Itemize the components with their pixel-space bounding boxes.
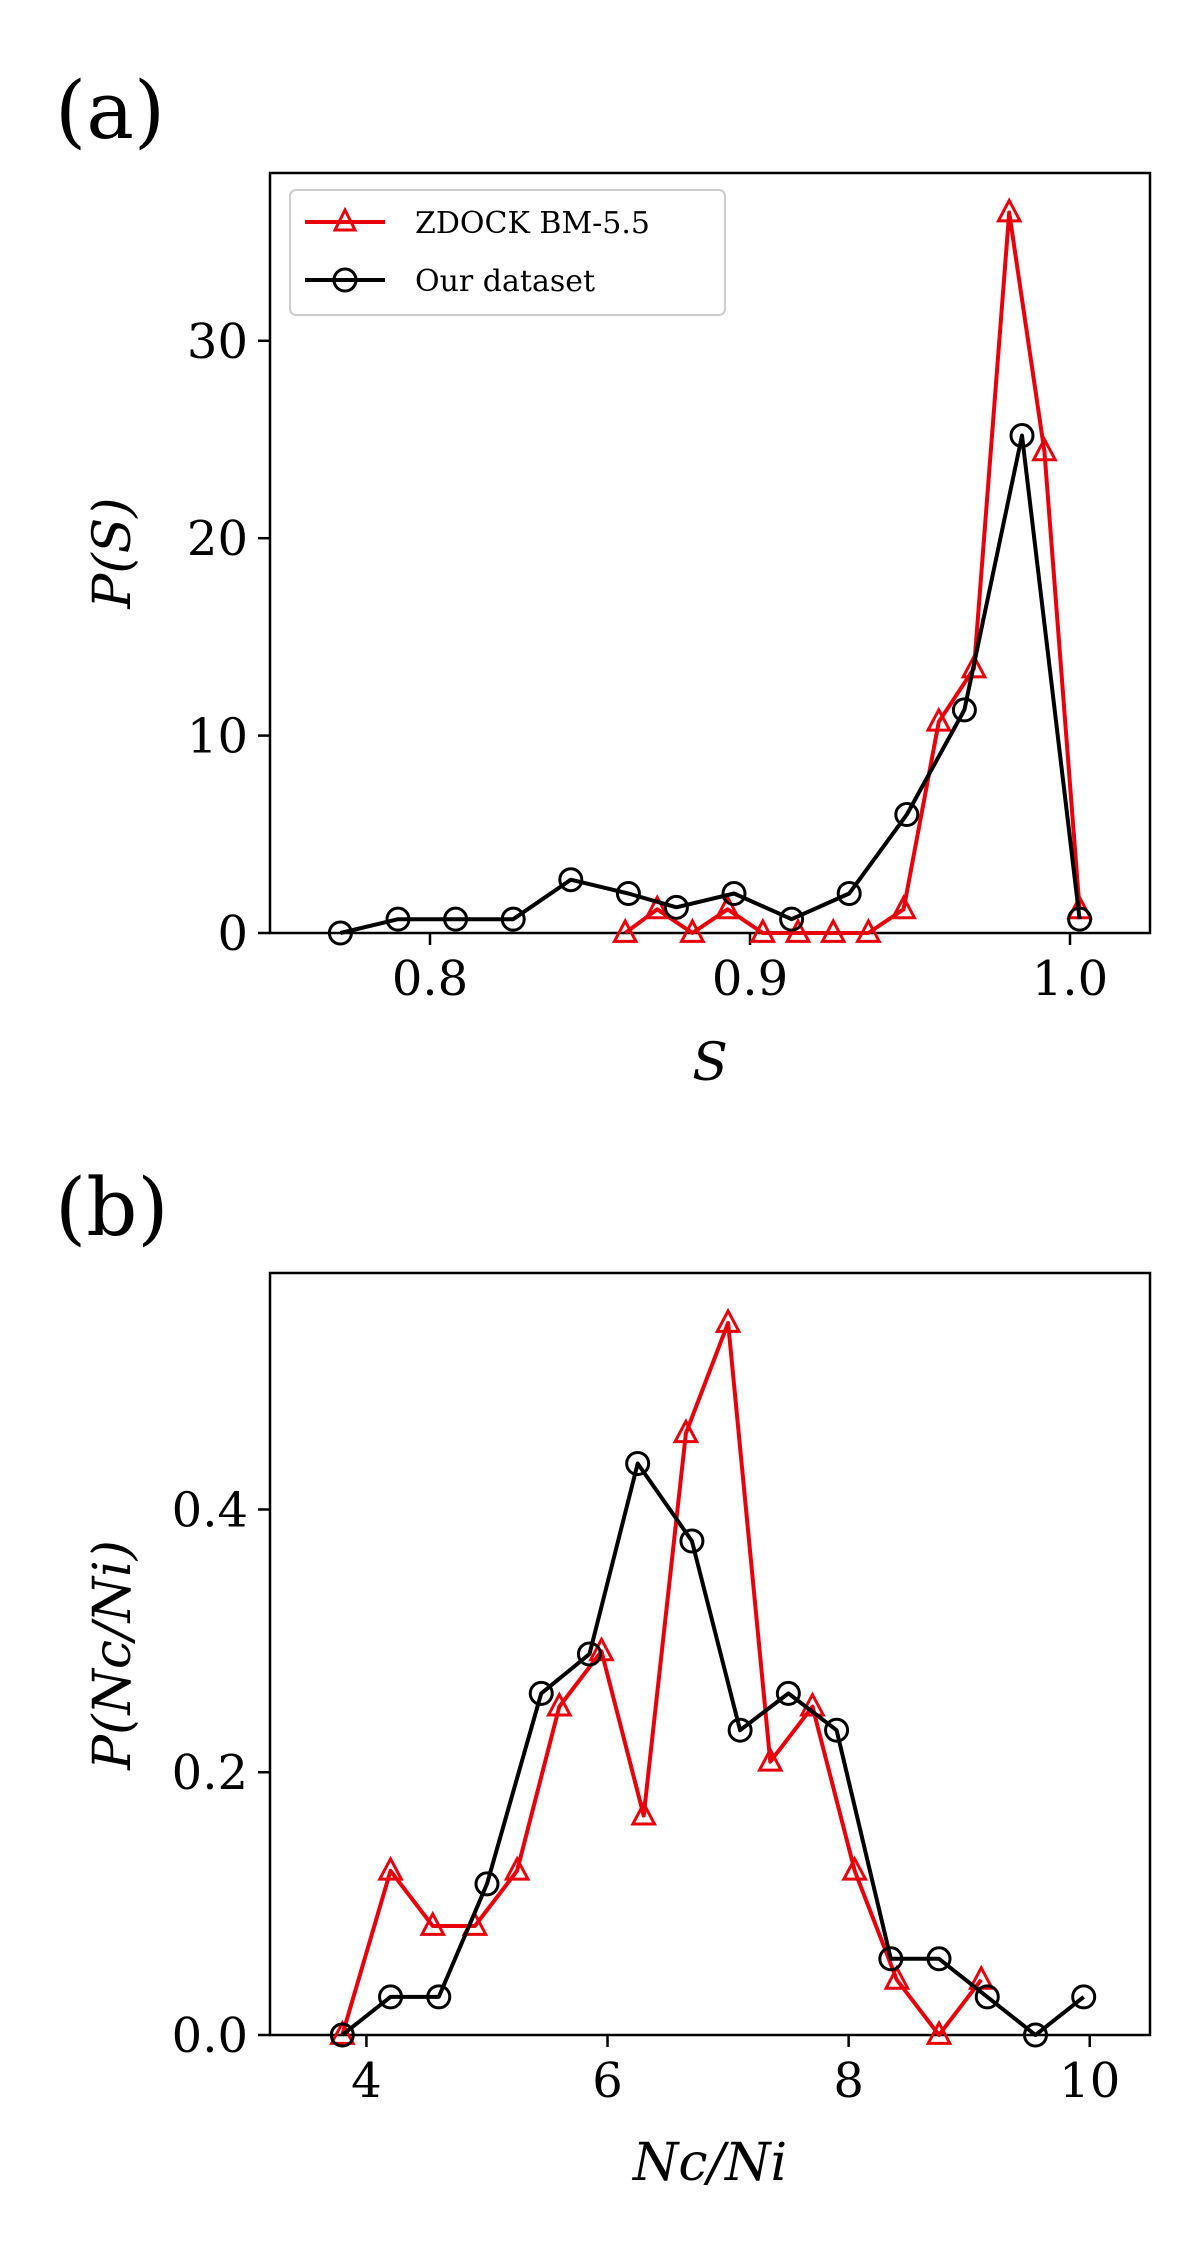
- panel-b-our-dataset-point: [679, 1528, 705, 1554]
- panel-a-legend: ZDOCK BM-5.5 Our dataset: [289, 189, 726, 316]
- panel-b-our-dataset-point: [926, 1946, 952, 1972]
- panel-a-zdock-point: [960, 653, 988, 679]
- panel-a-zdock-point: [819, 917, 847, 943]
- panel-a-our-dataset-point: [779, 906, 805, 932]
- panel-b-y-axis-label: P(Nc/Ni): [83, 1540, 143, 1771]
- panel-a-our-dataset-point: [1067, 906, 1093, 932]
- panel-a-zdock-point: [643, 894, 671, 920]
- panel-b-chart: (b) 4 6 8 10 0.0 0.2 0.4 Nc/Ni P(Nc/Ni): [55, 1161, 1152, 2193]
- panel-a-zdock-point: [611, 917, 639, 943]
- panel-b-x-axis-label-text: Nc/Ni: [631, 2133, 787, 2193]
- panel-b-series: [329, 1307, 1097, 2048]
- panel-a-our-dataset-point: [951, 697, 977, 723]
- panel-a-label: (a): [55, 64, 165, 157]
- legend-frame: [289, 189, 726, 316]
- panel-a-our-dataset-point: [615, 881, 641, 907]
- panel-a-our-dataset-point: [1009, 423, 1035, 449]
- panel-b-zdock-point: [883, 1964, 911, 1990]
- panel-a-axes-frame: [268, 171, 1152, 935]
- panel-b-zdock-point: [546, 1691, 573, 1717]
- panel-b-our-dataset-point: [878, 1946, 904, 1972]
- panel-b-zdock-point: [799, 1691, 826, 1717]
- panel-b-our-dataset-point: [1022, 2022, 1048, 2048]
- panel-a-x-tick-label: 0.8: [392, 951, 468, 1007]
- panel-b-zdock-point: [419, 1910, 447, 1936]
- panel-b-our-dataset-point: [426, 1984, 452, 2010]
- panel-b-zdock-point: [714, 1307, 742, 1333]
- panel-a-our-dataset-point: [836, 881, 862, 907]
- panel-b-x-tick-label: 10: [1059, 2053, 1120, 2109]
- panel-b-our-dataset-point: [329, 2022, 355, 2048]
- panel-a-y-tick-label: 0: [217, 906, 248, 962]
- panel-b-label: (b): [55, 1161, 169, 1254]
- panel-a-zdock-point: [714, 894, 741, 920]
- panel-a-our-dataset-line: [339, 433, 1082, 935]
- panel-b-y-tick-label: 0.4: [172, 1482, 248, 1538]
- panel-b-our-dataset-line: [341, 1461, 1085, 2037]
- panel-a-our-dataset-point: [500, 906, 526, 932]
- panel-b-zdock-point: [756, 1746, 784, 1772]
- panel-b-zdock-point: [630, 1800, 657, 1826]
- panel-b-x-tick-label: 6: [592, 2053, 623, 2109]
- panel-a-zdock-point: [925, 706, 953, 732]
- legend-our-dataset-label: Our dataset: [415, 264, 595, 299]
- panel-b-x-tick-label: 4: [351, 2053, 382, 2109]
- panel-b-axes-frame: [268, 1271, 1152, 2037]
- panel-b-zdock-point: [672, 1418, 700, 1444]
- panel-b-our-dataset-point: [974, 1984, 1000, 2010]
- panel-b-our-dataset-point: [474, 1871, 500, 1897]
- panel-a-our-dataset-point: [327, 920, 353, 946]
- panel-a-y-tick-label: 30: [187, 314, 248, 370]
- panel-b-y-tick-label: 0.0: [172, 2008, 248, 2064]
- panel-b-our-dataset-point: [824, 1717, 850, 1743]
- panel-b-our-dataset-point: [1071, 1984, 1097, 2010]
- panel-b-x-ticks: 4 6 8 10: [351, 2035, 1120, 2109]
- panel-b-zdock-point: [503, 1855, 531, 1881]
- panel-b-our-dataset-point: [576, 1641, 602, 1667]
- panel-a-y-ticks: 0 10 20 30: [187, 314, 270, 962]
- legend-zdock-triangle-marker: [332, 206, 358, 232]
- panel-a-zdock-point: [679, 917, 706, 943]
- panel-b-zdock-line: [340, 1320, 983, 2037]
- legend-zdock-label: ZDOCK BM-5.5: [415, 206, 650, 241]
- panel-a-y-axis-label: P(S): [83, 497, 143, 609]
- panel-a-zdock-point: [890, 894, 917, 920]
- panel-b-zdock-point: [377, 1855, 404, 1881]
- panel-b-our-dataset-point: [727, 1717, 753, 1743]
- panel-b-x-tick-label: 8: [833, 2053, 864, 2109]
- panel-a-our-dataset-point: [663, 894, 689, 920]
- panel-a-our-dataset-point: [894, 802, 920, 828]
- panel-a-chart: (a) 0.8 0.9 1.0 0 10 20 30 S P(S) ZDOCK BM-5.…: [55, 64, 1152, 1093]
- panel-b-our-dataset-point: [625, 1451, 651, 1476]
- panel-a-y-tick-label: 20: [187, 511, 248, 567]
- panel-b-zdock-point: [925, 2019, 953, 2045]
- panel-b-x-axis-label: Nc/Ni: [631, 2133, 787, 2193]
- panel-a-zdock-point: [855, 917, 882, 943]
- panel-a-our-dataset-point: [385, 906, 411, 932]
- panel-b-our-dataset-point: [775, 1680, 801, 1706]
- panel-a-y-tick-label: 10: [187, 709, 248, 765]
- panel-a-x-ticks: 0.8 0.9 1.0: [392, 933, 1108, 1007]
- panel-a-x-tick-label: 0.9: [712, 951, 788, 1007]
- legend-our-dataset-circle-marker: [332, 267, 358, 293]
- panel-a-x-tick-label: 1.0: [1032, 951, 1108, 1007]
- panel-b-y-ticks: 0.0 0.2 0.4: [172, 1482, 270, 2064]
- panel-b-zdock-point: [588, 1636, 615, 1662]
- panel-a-series: [327, 197, 1093, 946]
- panel-a-zdock-point: [995, 197, 1023, 223]
- panel-b-our-dataset-point: [378, 1984, 404, 2010]
- panel-b-zdock-point: [841, 1855, 868, 1881]
- panel-a-our-dataset-point: [721, 881, 747, 907]
- panel-a-x-axis-label: S: [692, 1033, 728, 1093]
- panel-a-zdock-point: [749, 917, 777, 943]
- panel-a-zdock-point: [1031, 436, 1058, 462]
- panel-a-zdock-line: [624, 210, 1082, 935]
- panel-a-our-dataset-point: [558, 867, 584, 893]
- panel-a-our-dataset-point: [443, 906, 469, 932]
- panel-b-our-dataset-point: [528, 1680, 554, 1706]
- panel-b-y-tick-label: 0.2: [172, 1745, 248, 1801]
